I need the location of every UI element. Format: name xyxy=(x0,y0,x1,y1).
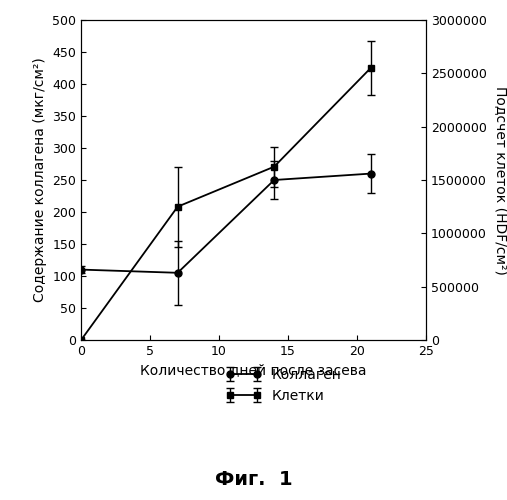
Y-axis label: Подсчет клеток (HDF/см²): Подсчет клеток (HDF/см²) xyxy=(493,86,507,274)
Legend: Коллаген, Клетки: Коллаген, Клетки xyxy=(221,362,347,408)
Text: Фиг.  1: Фиг. 1 xyxy=(214,470,293,489)
Y-axis label: Содержание коллагена (мкг/см²): Содержание коллагена (мкг/см²) xyxy=(33,58,47,302)
X-axis label: Количество дней после засева: Количество дней после засева xyxy=(140,364,367,378)
